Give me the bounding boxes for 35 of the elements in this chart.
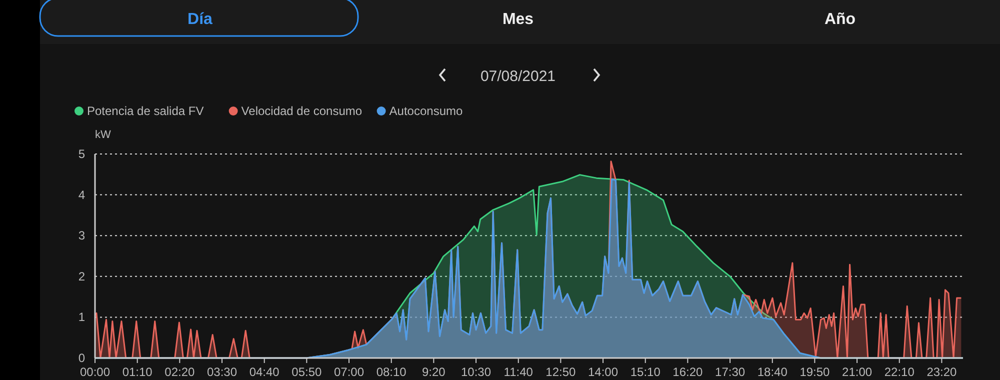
x-tick-label: 05:50 — [292, 365, 322, 379]
y-tick-label: 1 — [78, 310, 86, 324]
text: Día — [188, 11, 213, 28]
x-tick-label: 11:40 — [504, 365, 534, 379]
y-tick-label: 4 — [78, 188, 86, 202]
x-tick-label: 18:40 — [757, 365, 788, 379]
x-tick-label: 22:10 — [884, 365, 915, 379]
x-tick-label: 10:30 — [461, 365, 492, 379]
legend-label: Velocidad de consumo — [241, 104, 362, 118]
x-tick-label: 12:50 — [546, 365, 576, 379]
y-tick-label: 5 — [78, 147, 86, 161]
x-tick-label: 15:10 — [630, 365, 661, 379]
chart-title: 07/08/2021 — [480, 68, 556, 85]
x-tick-label: 14:00 — [588, 365, 618, 379]
y-axis-title: kW — [95, 129, 112, 141]
y-tick-label: 0 — [78, 351, 86, 365]
x-tick-label: 19:50 — [800, 365, 830, 379]
x-tick-label: 9:20 — [422, 365, 446, 379]
x-tick-label: 04:40 — [249, 365, 280, 379]
x-tick-label: 07:00 — [334, 365, 364, 379]
x-tick-label: 01:10 — [122, 365, 153, 379]
x-tick-label: 02:20 — [164, 365, 196, 379]
x-tick-label: 23:20 — [926, 365, 958, 379]
legend-label: Autoconsumo — [389, 104, 464, 118]
x-tick-label: 21:00 — [842, 365, 872, 379]
y-tick-label: 3 — [78, 228, 86, 243]
legend-label: Potencia de salida FV — [87, 104, 204, 118]
x-tick-label: 00:00 — [80, 365, 110, 379]
x-tick-label: 17:30 — [715, 365, 746, 379]
x-tick-label: 03:30 — [206, 365, 238, 379]
text: Mes — [502, 11, 534, 28]
text: Año — [824, 11, 856, 28]
y-tick-label: 2 — [78, 269, 86, 284]
x-tick-label: 08:10 — [376, 365, 407, 379]
x-tick-label: 16:20 — [672, 365, 704, 379]
